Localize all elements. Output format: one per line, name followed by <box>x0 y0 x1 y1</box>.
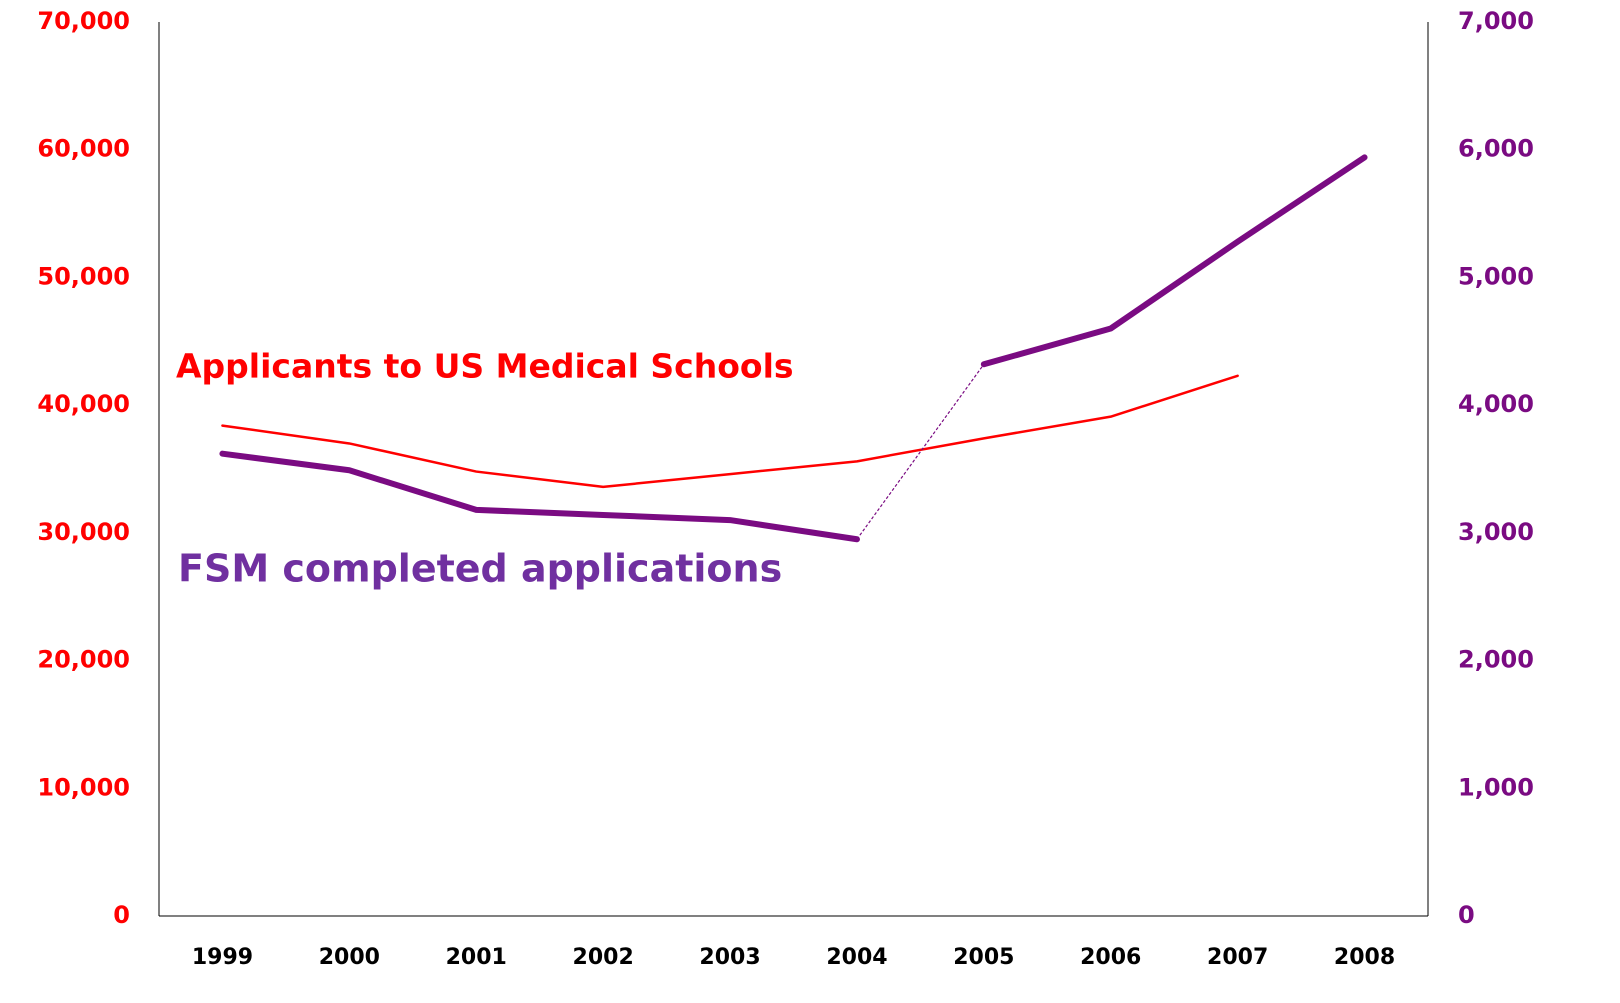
y2-tick-label: 2,000 <box>1458 646 1534 674</box>
series-label: FSM completed applications <box>178 547 782 591</box>
y-tick-label: 70,000 <box>37 7 130 35</box>
x-tick-label: 2008 <box>1334 945 1395 970</box>
x-tick-label: 2003 <box>699 945 760 970</box>
y-tick-label: 20,000 <box>37 646 130 674</box>
x-tick-label: 2000 <box>319 945 380 970</box>
series-line <box>221 374 1239 489</box>
connector-line <box>856 363 985 540</box>
series-line <box>219 154 1368 543</box>
x-tick-label: 2001 <box>446 945 507 970</box>
y-tick-label: 10,000 <box>37 773 130 801</box>
y-tick-label: 0 <box>113 901 130 929</box>
x-tick-label: 1999 <box>192 945 253 970</box>
x-tick-label: 2006 <box>1080 945 1141 970</box>
x-tick-label: 2002 <box>573 945 634 970</box>
y2-tick-label: 3,000 <box>1458 518 1534 546</box>
y2-tick-label: 5,000 <box>1458 262 1534 290</box>
y2-tick-label: 4,000 <box>1458 390 1534 418</box>
y-tick-label: 60,000 <box>37 135 130 163</box>
y2-tick-label: 0 <box>1458 901 1475 929</box>
y2-tick-label: 6,000 <box>1458 135 1534 163</box>
y-tick-label: 30,000 <box>37 518 130 546</box>
series-label: Applicants to US Medical Schools <box>176 347 794 386</box>
y2-tick-label: 1,000 <box>1458 773 1534 801</box>
x-tick-label: 2004 <box>826 945 887 970</box>
x-tick-label: 2007 <box>1207 945 1268 970</box>
x-tick-label: 2005 <box>953 945 1014 970</box>
y-tick-label: 50,000 <box>37 262 130 290</box>
y2-tick-label: 7,000 <box>1458 7 1534 35</box>
y-tick-label: 40,000 <box>37 390 130 418</box>
